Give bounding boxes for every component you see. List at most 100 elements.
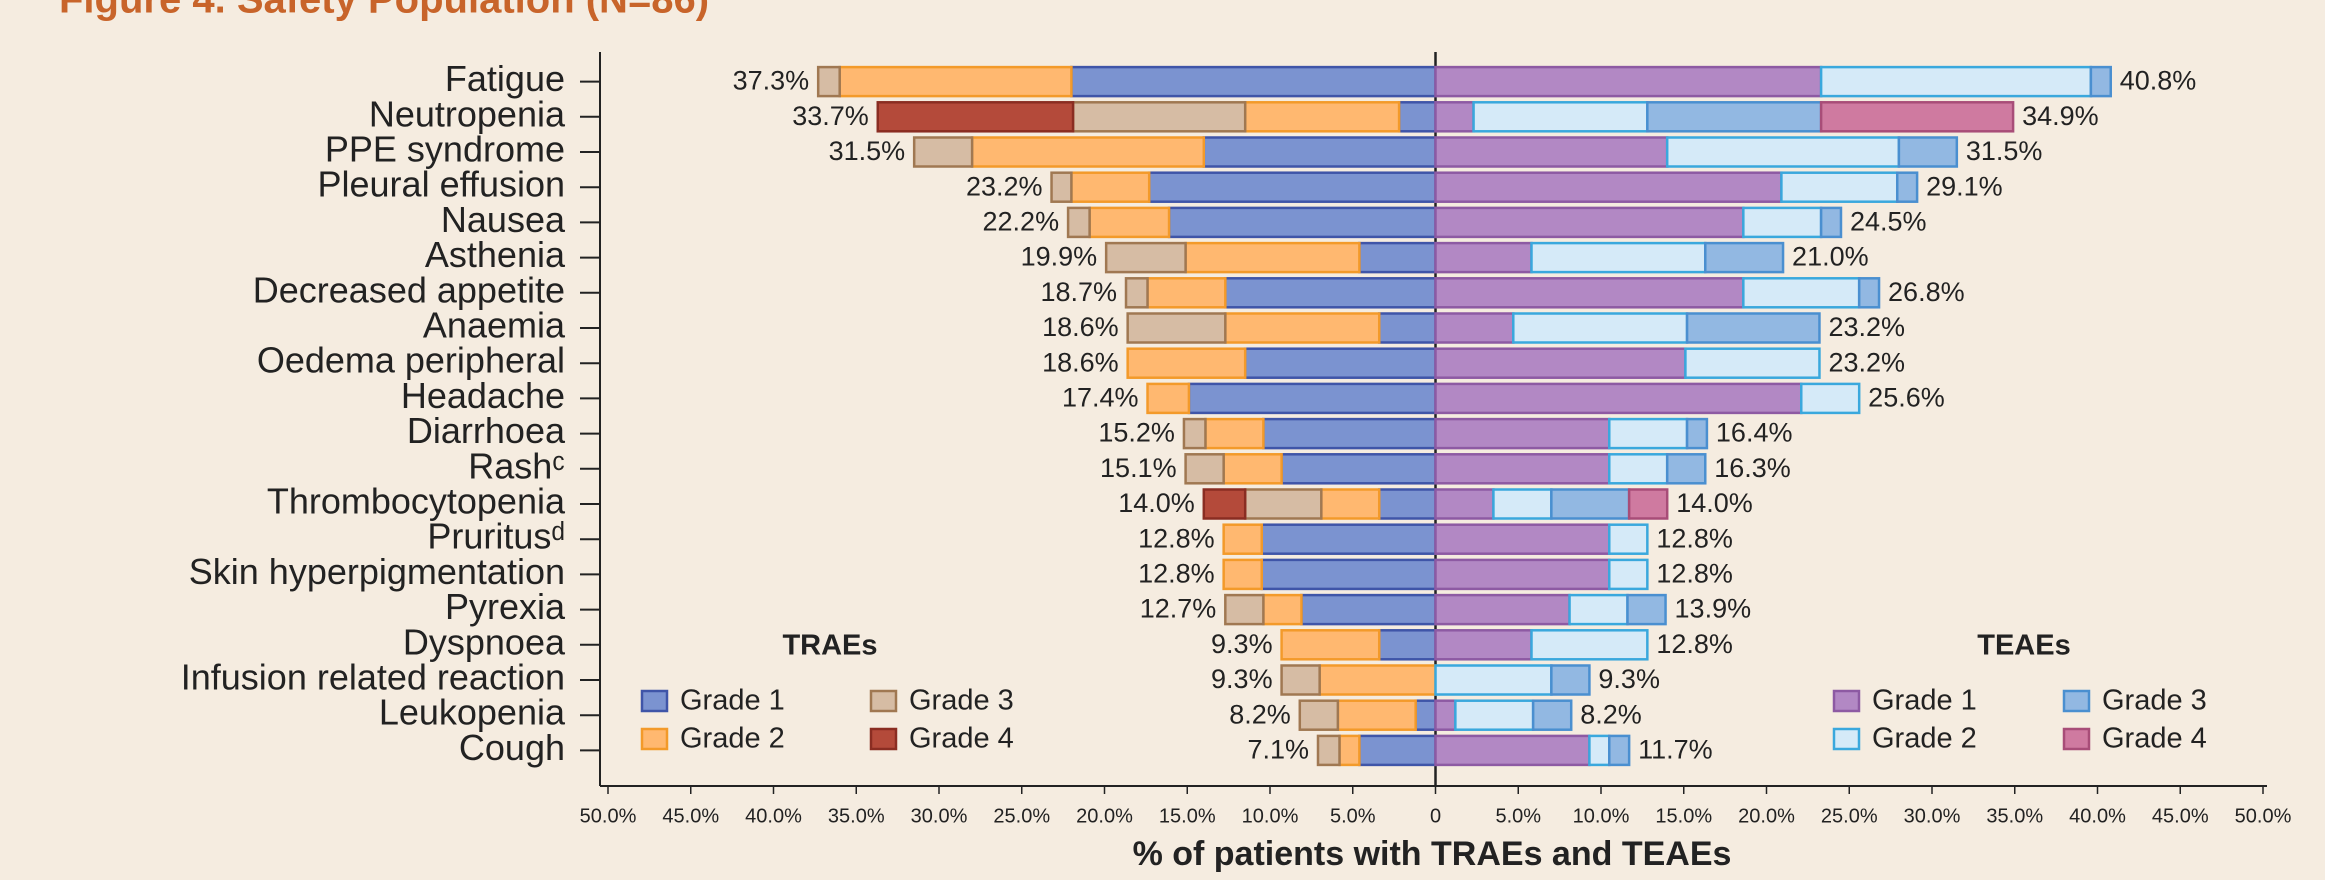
bar-segment: [1434, 65, 1823, 98]
bar-segment: [1224, 312, 1381, 344]
category-label: Asthenia: [425, 234, 566, 275]
total-label: 9.3%: [1211, 629, 1273, 659]
total-label: 8.2%: [1580, 699, 1642, 729]
bar-segment: [1819, 101, 2015, 133]
bar-segment: [1224, 277, 1437, 309]
total-label: 18.6%: [1042, 312, 1119, 342]
total-label: 7.1%: [1247, 735, 1309, 765]
category-label: Neutropenia: [369, 93, 566, 134]
legend-swatch: [869, 727, 898, 751]
total-label: 12.7%: [1140, 594, 1217, 624]
bar-segment: [1684, 347, 1821, 379]
x-tick-label: 15.0%: [1159, 805, 1216, 827]
bar-segment: [912, 136, 974, 168]
bar-segment: [1895, 171, 1919, 203]
x-tick-label: 25.0%: [1821, 805, 1878, 827]
bar-segment: [2089, 65, 2112, 98]
bar-segment: [1627, 488, 1669, 520]
total-label: 31.5%: [829, 136, 906, 166]
total-label: 23.2%: [1828, 312, 1905, 342]
bar-segment: [1320, 488, 1381, 520]
total-label: 16.3%: [1714, 453, 1791, 483]
total-label: 9.3%: [1211, 664, 1273, 694]
bar-segment: [1126, 347, 1247, 379]
bar-segment: [1685, 312, 1821, 344]
bar-segment: [1531, 699, 1573, 731]
bar-segment: [1704, 241, 1785, 274]
x-tick-label: 30.0%: [911, 805, 968, 827]
legend-swatch: [2062, 727, 2091, 751]
legend-swatch: [869, 689, 898, 713]
bar-segment: [1338, 734, 1361, 767]
legend-title: TRAEs: [782, 630, 877, 662]
bar-segment: [1187, 382, 1437, 415]
category-label: Pleural effusion: [318, 164, 566, 205]
total-label: 37.3%: [733, 66, 810, 96]
bar-segment: [1358, 241, 1437, 274]
category-label: Skin hyperpigmentation: [189, 551, 565, 592]
total-label: 21.0%: [1792, 242, 1869, 272]
bar-segment: [1224, 593, 1265, 626]
bar-segment: [1202, 136, 1437, 168]
category-label: Pyrexia: [445, 586, 566, 627]
category-label: Cough: [459, 727, 565, 768]
bar-segment: [1397, 101, 1437, 133]
x-tick-label: 10.0%: [1573, 805, 1630, 827]
x-axis-title: % of patients with TRAEs and TEAEs: [1133, 835, 1732, 873]
bar-segment: [1377, 312, 1437, 344]
category-label: Dyspnoea: [403, 621, 566, 662]
bar-segment: [1070, 65, 1437, 98]
legend-swatch: [640, 727, 669, 751]
bar-segment: [1434, 136, 1669, 168]
bar-segment: [1800, 382, 1861, 415]
category-label: Decreased appetite: [253, 269, 565, 310]
total-label: 16.4%: [1716, 418, 1793, 448]
bar-segment: [1377, 629, 1437, 661]
category-label: Infusion related reaction: [181, 657, 565, 698]
x-tick-label: 50.0%: [2235, 805, 2292, 827]
bar-segment: [1434, 206, 1745, 239]
legend-label: Grade 4: [909, 723, 1014, 755]
total-label: 25.6%: [1868, 383, 1945, 413]
x-tick-label: 5.0%: [1495, 805, 1541, 827]
bar-segment: [1434, 664, 1553, 696]
bar-segment: [1071, 101, 1247, 133]
bar-segment: [1434, 101, 1475, 133]
bar-segment: [1434, 523, 1611, 555]
total-label: 22.2%: [983, 207, 1060, 237]
bar-segment: [1608, 558, 1649, 591]
bar-segment: [1608, 734, 1631, 767]
total-label: 34.9%: [2022, 101, 2099, 131]
bar-segment: [1626, 593, 1667, 626]
bar-segment: [1434, 382, 1803, 415]
total-label: 14.0%: [1676, 488, 1753, 518]
bar-segment: [1550, 664, 1591, 696]
bar-segment: [1222, 523, 1263, 555]
bar-segment: [1202, 488, 1247, 520]
total-label: 18.6%: [1042, 347, 1119, 377]
bar-segment: [970, 136, 1206, 168]
x-tick-label: 40.0%: [2069, 805, 2126, 827]
total-label: 12.8%: [1138, 559, 1215, 589]
bar-segment: [1780, 171, 1899, 203]
bar-segment: [1280, 629, 1381, 661]
total-label: 12.8%: [1656, 559, 1733, 589]
total-label: 15.2%: [1098, 418, 1175, 448]
bar-segment: [1434, 734, 1591, 767]
bar-segment: [1608, 417, 1689, 450]
x-tick-label: 10.0%: [1242, 805, 1299, 827]
bar-segment: [1104, 241, 1187, 274]
bar-segment: [876, 101, 1075, 133]
x-tick-label: 5.0%: [1330, 805, 1376, 827]
bar-segment: [1434, 241, 1533, 274]
x-tick-label: 15.0%: [1655, 805, 1712, 827]
bar-segment: [816, 65, 841, 98]
bar-segment: [1512, 312, 1689, 344]
category-label: Nausea: [441, 199, 566, 240]
bar-segment: [1147, 171, 1437, 203]
bar-segment: [1685, 417, 1709, 450]
bar-segment: [1588, 734, 1611, 767]
total-label: 29.1%: [1926, 171, 2003, 201]
bar-segment: [1336, 699, 1417, 731]
legend-swatch: [1832, 727, 1861, 751]
